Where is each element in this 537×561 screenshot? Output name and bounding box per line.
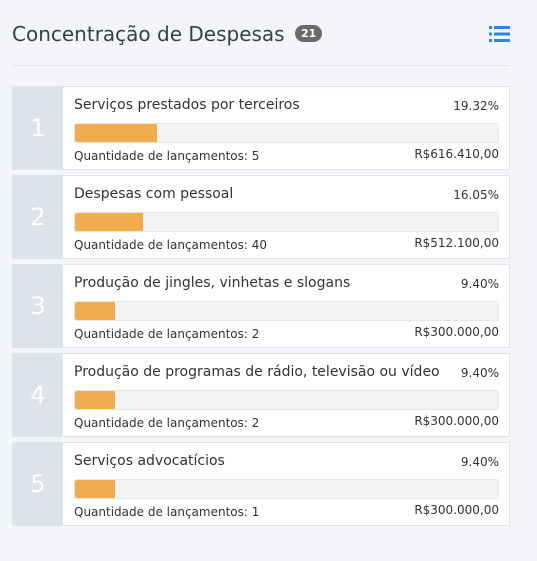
expense-percent: 16.05% xyxy=(453,188,499,202)
list-item[interactable]: 1 Serviços prestados por terceiros 19.32… xyxy=(12,86,510,170)
progress-fill xyxy=(75,124,157,142)
list-item[interactable]: 5 Serviços advocatícios 9.40% Quantidade… xyxy=(12,442,510,526)
item-content: Produção de programas de rádio, televisã… xyxy=(74,354,499,436)
expense-name: Produção de jingles, vinhetas e slogans xyxy=(74,275,351,291)
progress-bar xyxy=(74,301,499,321)
expense-amount: R$300.000,00 xyxy=(414,503,499,517)
entries-count: Quantidade de lançamentos: 2 xyxy=(74,327,260,341)
rank-number: 2 xyxy=(13,176,63,258)
item-content: Serviços prestados por terceiros 19.32% … xyxy=(74,87,499,169)
panel-header: Concentração de Despesas 21 xyxy=(12,20,510,52)
progress-fill xyxy=(75,302,115,320)
list-icon[interactable] xyxy=(489,26,510,42)
expense-amount: R$616.410,00 xyxy=(414,147,499,161)
panel-title-text: Concentração de Despesas xyxy=(12,22,285,46)
expense-amount: R$300.000,00 xyxy=(414,325,499,339)
list-item[interactable]: 2 Despesas com pessoal 16.05% Quantidade… xyxy=(12,175,510,259)
item-content: Despesas com pessoal 16.05% Quantidade d… xyxy=(74,176,499,258)
item-content: Produção de jingles, vinhetas e slogans … xyxy=(74,265,499,347)
rank-number: 4 xyxy=(13,354,63,436)
expense-name: Serviços prestados por terceiros xyxy=(74,97,300,113)
expense-name: Despesas com pessoal xyxy=(74,186,234,202)
expense-percent: 9.40% xyxy=(460,455,499,469)
header-divider xyxy=(12,65,510,66)
expense-amount: R$300.000,00 xyxy=(414,414,499,428)
progress-bar xyxy=(74,212,499,232)
count-badge: 21 xyxy=(294,25,323,42)
expense-percent: 19.32% xyxy=(453,99,499,113)
entries-count: Quantidade de lançamentos: 1 xyxy=(74,505,260,519)
panel-title: Concentração de Despesas 21 xyxy=(12,22,323,46)
expense-list: 1 Serviços prestados por terceiros 19.32… xyxy=(12,86,510,531)
progress-bar xyxy=(74,390,499,410)
progress-fill xyxy=(75,391,115,409)
progress-fill xyxy=(75,213,143,231)
entries-count: Quantidade de lançamentos: 2 xyxy=(74,416,260,430)
expense-name: Produção de programas de rádio, televisã… xyxy=(74,364,440,380)
expense-percent: 9.40% xyxy=(460,277,499,291)
rank-number: 1 xyxy=(13,87,63,169)
progress-bar xyxy=(74,479,499,499)
expense-amount: R$512.100,00 xyxy=(414,236,499,250)
list-item[interactable]: 3 Produção de jingles, vinhetas e slogan… xyxy=(12,264,510,348)
expense-percent: 9.40% xyxy=(460,366,499,380)
list-item[interactable]: 4 Produção de programas de rádio, televi… xyxy=(12,353,510,437)
progress-bar xyxy=(74,123,499,143)
progress-fill xyxy=(75,480,115,498)
expense-name: Serviços advocatícios xyxy=(74,453,225,469)
entries-count: Quantidade de lançamentos: 40 xyxy=(74,238,267,252)
entries-count: Quantidade de lançamentos: 5 xyxy=(74,149,260,163)
item-content: Serviços advocatícios 9.40% Quantidade d… xyxy=(74,443,499,525)
rank-number: 5 xyxy=(13,443,63,525)
rank-number: 3 xyxy=(13,265,63,347)
